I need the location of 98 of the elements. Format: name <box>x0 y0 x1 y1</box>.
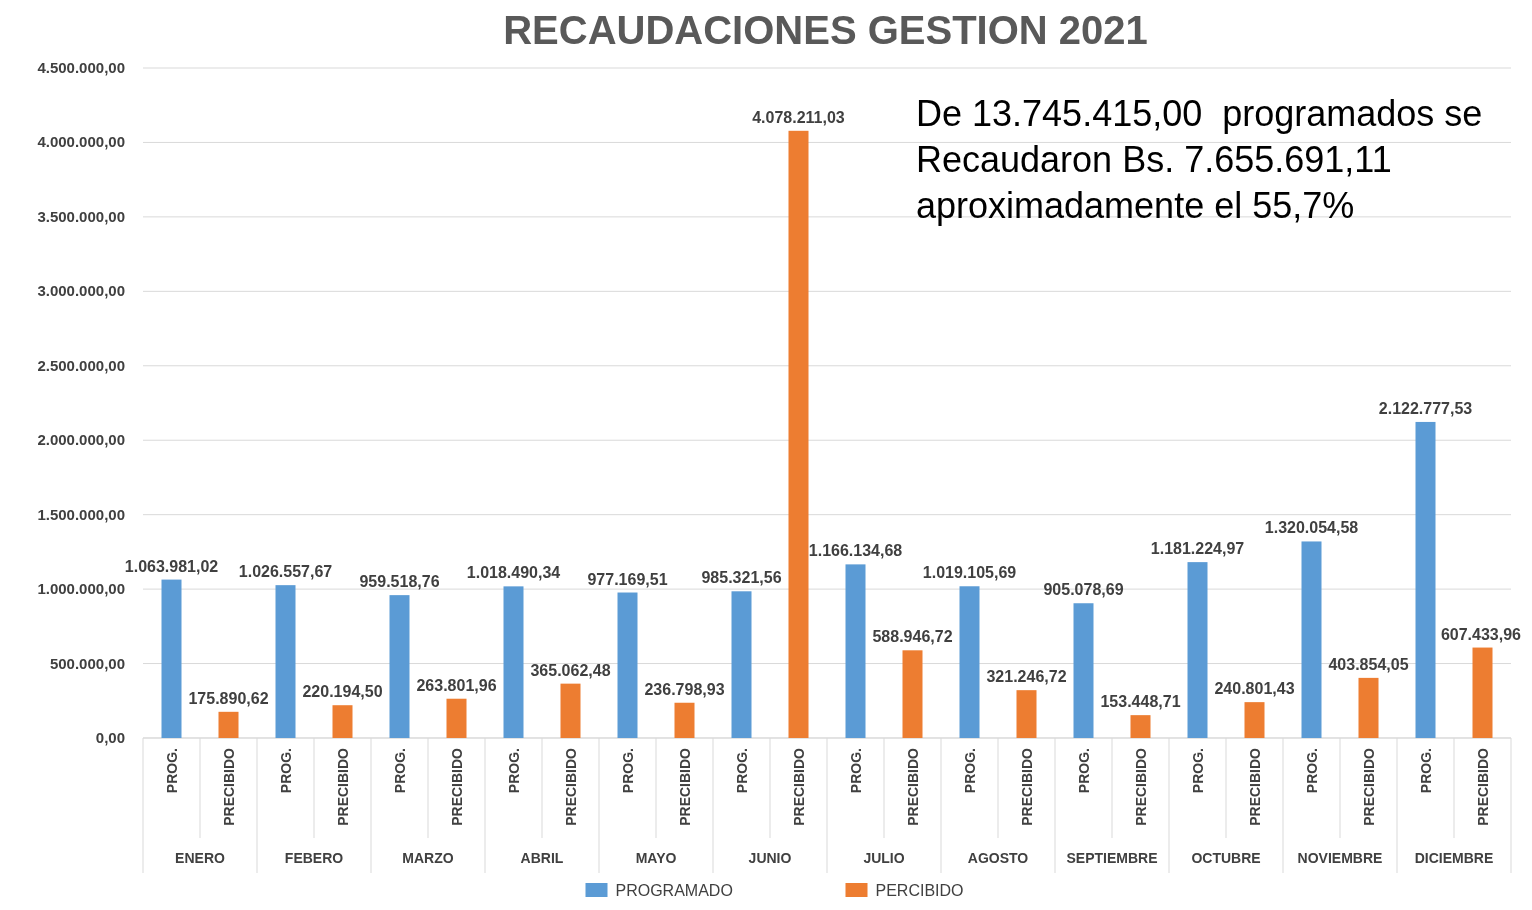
legend-label: PERCIBIDO <box>875 882 964 899</box>
x-tick-label: PROG. <box>961 748 978 794</box>
bar <box>446 698 467 738</box>
x-tick-label: PRECIBIDO <box>448 747 465 826</box>
bar <box>788 130 809 738</box>
x-tick-label: PROG. <box>1417 748 1434 794</box>
bar <box>161 579 182 738</box>
bar <box>503 586 524 738</box>
y-tick-label: 3.000.000,00 <box>37 282 125 300</box>
data-label: 959.518,76 <box>359 573 440 591</box>
data-label: 905.078,69 <box>1043 581 1124 599</box>
bar <box>389 595 410 738</box>
bar <box>731 591 752 738</box>
x-tick-label: PROG. <box>505 748 522 794</box>
data-label: 977.169,51 <box>587 570 668 588</box>
bar <box>1187 562 1208 738</box>
x-tick-label: PRECIBIDO <box>562 747 579 826</box>
x-tick-label: PRECIBIDO <box>676 747 693 826</box>
bar <box>1130 715 1151 738</box>
legend-label: PROGRAMADO <box>615 882 733 899</box>
data-label: 1.026.557,67 <box>238 563 333 581</box>
data-label: 240.801,43 <box>1214 680 1295 698</box>
bar <box>1073 603 1094 738</box>
data-label: 1.320.054,58 <box>1264 519 1359 537</box>
x-tick-label: PRECIBIDO <box>1246 747 1263 826</box>
bar <box>1016 690 1037 738</box>
y-tick-label: 3.500.000,00 <box>37 207 125 225</box>
bar <box>1244 702 1265 738</box>
y-tick-label: 0,00 <box>95 729 125 746</box>
data-label: 220.194,50 <box>302 683 383 701</box>
data-label: 1.018.490,34 <box>466 564 561 582</box>
text: DICIEMBRE <box>1414 850 1494 866</box>
text: NOVIEMBRE <box>1297 850 1383 866</box>
text: ENERO <box>175 850 225 866</box>
bar <box>1415 421 1436 738</box>
data-label: 403.854,05 <box>1328 655 1409 673</box>
text: JULIO <box>863 850 905 866</box>
x-tick-label: PROG. <box>733 748 750 794</box>
data-label: 588.946,72 <box>872 628 953 646</box>
bar <box>560 683 581 738</box>
data-label: 321.246,72 <box>986 668 1067 686</box>
y-tick-label: 4.500.000,00 <box>37 59 125 76</box>
bar <box>1472 647 1493 738</box>
data-label: 365.062,48 <box>530 661 611 679</box>
x-tick-label: PRECIBIDO <box>1018 747 1035 826</box>
data-label: 153.448,71 <box>1100 693 1181 711</box>
x-tick-label: PROG. <box>847 748 864 794</box>
x-tick-label: PRECIBIDO <box>220 747 237 826</box>
y-tick-label: 1.000.000,00 <box>37 580 125 598</box>
text: ABRIL <box>520 850 564 866</box>
data-label: 1.019.105,69 <box>922 564 1017 582</box>
y-tick-label: 2.500.000,00 <box>37 356 125 374</box>
x-tick-label: PROG. <box>163 748 180 794</box>
bar <box>218 711 239 738</box>
text: JUNIO <box>748 850 792 866</box>
x-tick-label: PROG. <box>1189 748 1206 794</box>
y-tick-label: 4.000.000,00 <box>37 133 125 151</box>
data-label: 263.801,96 <box>416 676 497 694</box>
text: MAYO <box>635 850 677 866</box>
x-tick-label: PROG. <box>1075 748 1092 794</box>
data-label: 175.890,62 <box>188 689 269 707</box>
text: SEPTIEMBRE <box>1066 850 1158 866</box>
x-tick-label: PROG. <box>391 748 408 794</box>
x-tick-label: PRECIBIDO <box>904 747 921 826</box>
bar <box>959 586 980 738</box>
y-tick-label: 1.500.000,00 <box>37 505 125 523</box>
bar <box>674 702 695 738</box>
text: AGOSTO <box>967 850 1029 866</box>
bar <box>332 705 353 738</box>
annotation: De 13.745.415,00 programados se Recaudaron Bs. 7.655.691,11 aproximadamente el 55,7% <box>916 93 1483 226</box>
x-tick-label: PRECIBIDO <box>1360 747 1377 826</box>
data-label: 1.063.981,02 <box>124 557 219 575</box>
data-label: 985.321,56 <box>701 569 782 587</box>
data-label: 2.122.777,53 <box>1378 399 1473 417</box>
data-label: 1.181.224,97 <box>1150 540 1245 558</box>
text: OCTUBRE <box>1191 850 1261 866</box>
x-tick-label: PROG. <box>1303 748 1320 794</box>
bar <box>902 650 923 738</box>
bar <box>1301 541 1322 738</box>
y-tick-label: 500.000,00 <box>49 654 125 672</box>
x-tick-label: PRECIBIDO <box>1474 747 1491 826</box>
text: MARZO <box>402 850 454 866</box>
bar <box>845 564 866 738</box>
chart-title: RECAUDACIONES GESTION 2021 <box>503 8 1148 52</box>
data-label: 1.166.134,68 <box>808 542 903 560</box>
x-tick-label: PRECIBIDO <box>334 747 351 826</box>
bar <box>275 585 296 738</box>
data-label: 236.798,93 <box>644 680 725 698</box>
x-tick-label: PRECIBIDO <box>1132 747 1149 826</box>
x-tick-label: PROG. <box>619 748 636 794</box>
data-label: 607.433,96 <box>1440 625 1522 643</box>
x-tick-label: PRECIBIDO <box>790 747 807 826</box>
y-tick-label: 2.000.000,00 <box>37 431 125 449</box>
bar <box>617 592 638 738</box>
text: FEBERO <box>284 850 344 866</box>
bar <box>1358 677 1379 738</box>
x-tick-label: PROG. <box>277 748 294 794</box>
data-label: 4.078.211,03 <box>752 108 845 126</box>
